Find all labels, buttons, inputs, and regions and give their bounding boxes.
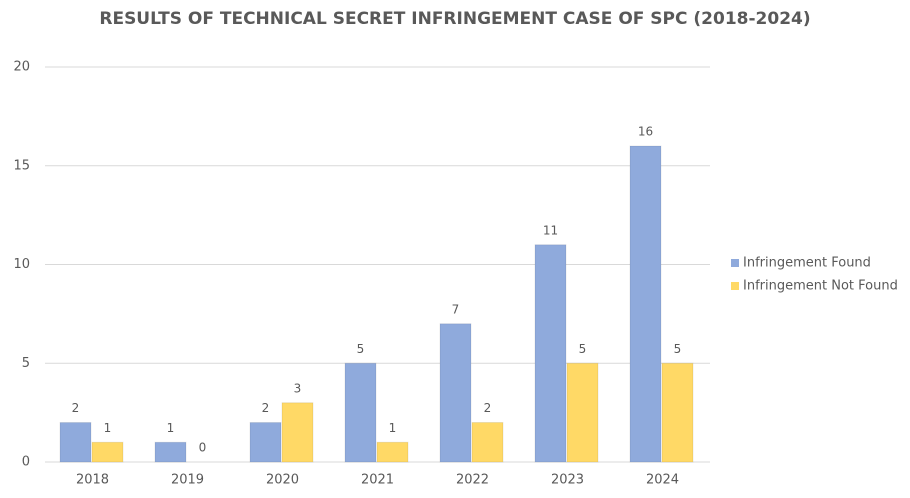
y-tick-label: 20 xyxy=(13,60,30,75)
y-tick-label: 0 xyxy=(22,455,30,470)
x-tick-label: 2024 xyxy=(646,473,679,488)
bar xyxy=(249,422,282,463)
y-tick-label: 5 xyxy=(22,356,30,371)
y-tick-label: 10 xyxy=(13,257,30,272)
x-tick-label: 2023 xyxy=(551,473,584,488)
data-label: 1 xyxy=(389,421,397,435)
data-label: 5 xyxy=(357,342,365,356)
data-label: 11 xyxy=(543,223,558,237)
data-label: 5 xyxy=(674,342,682,356)
data-label: 1 xyxy=(167,421,175,435)
chart-title: RESULTS OF TECHNICAL SECRET INFRINGEMENT… xyxy=(99,9,810,29)
data-label: 3 xyxy=(294,381,302,395)
legend-label: Infringement Not Found xyxy=(743,279,898,294)
data-label: 1 xyxy=(104,421,112,435)
data-label: 0 xyxy=(199,441,207,455)
bar xyxy=(344,362,377,463)
bar xyxy=(154,441,187,463)
data-label: 2 xyxy=(484,401,492,415)
bar xyxy=(376,441,409,463)
legend-label: Infringement Found xyxy=(743,256,871,271)
x-tick-label: 2018 xyxy=(76,473,109,488)
data-label: 7 xyxy=(452,302,460,316)
bar xyxy=(566,362,599,463)
data-label: 2 xyxy=(72,401,80,415)
legend-swatch xyxy=(731,259,739,267)
y-tick-label: 15 xyxy=(13,158,30,173)
bar xyxy=(59,422,92,463)
x-tick-label: 2021 xyxy=(361,473,394,488)
bar xyxy=(281,402,314,463)
x-tick-label: 2022 xyxy=(456,473,489,488)
bar xyxy=(439,323,472,463)
data-label: 2 xyxy=(262,401,270,415)
x-tick-label: 2019 xyxy=(171,473,204,488)
bar xyxy=(471,422,504,463)
x-tick-label: 2020 xyxy=(266,473,299,488)
bar xyxy=(661,362,694,463)
bar xyxy=(629,145,662,463)
legend-swatch xyxy=(731,282,739,290)
data-label: 5 xyxy=(579,342,587,356)
bar xyxy=(91,441,124,463)
data-label: 16 xyxy=(638,125,653,139)
bar xyxy=(534,244,567,463)
